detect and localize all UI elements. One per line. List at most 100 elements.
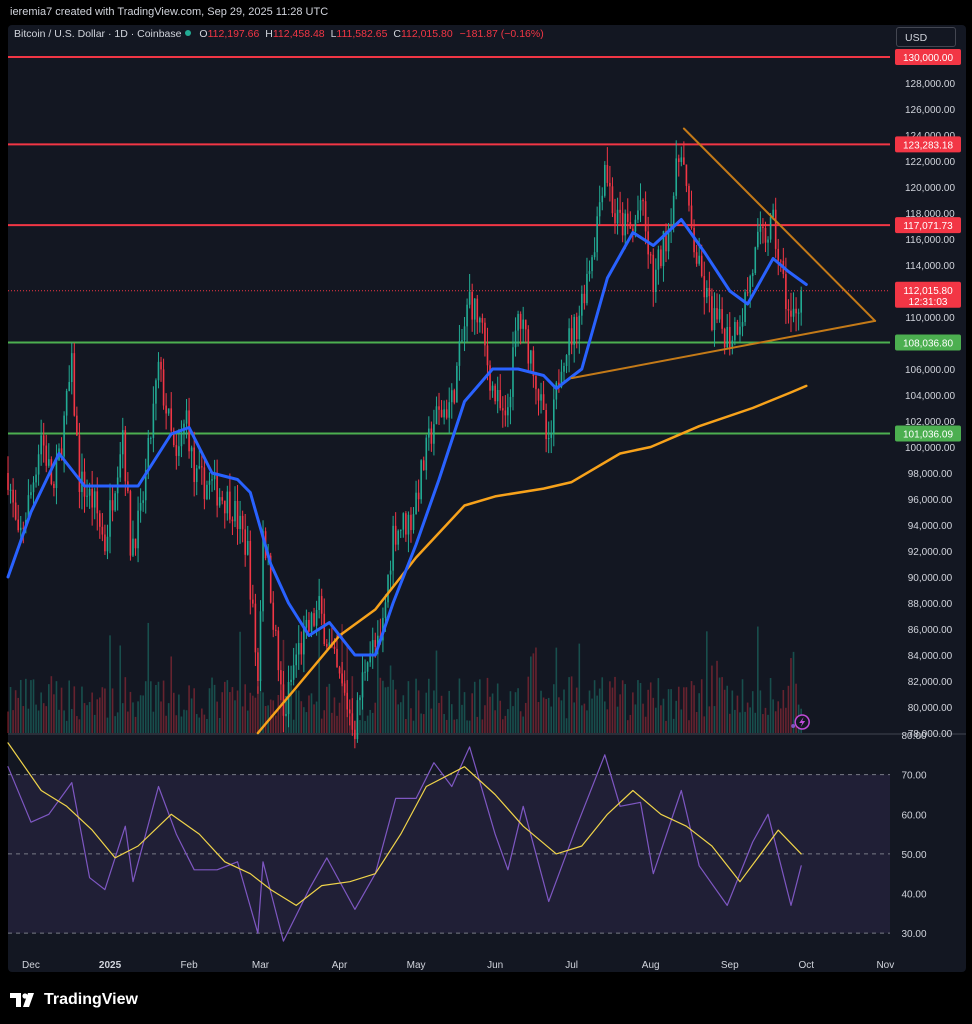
lightning-glyph [799, 717, 806, 727]
volume-bar [417, 690, 420, 733]
volume-bar [297, 690, 300, 733]
volume-bar [405, 718, 407, 733]
chart-canvas[interactable]: 130,000.00128,000.00126,000.00124,000.00… [0, 0, 972, 990]
volume-bar [175, 715, 178, 733]
volume-bar [369, 709, 371, 733]
candle-body [517, 313, 519, 331]
candle-body [769, 216, 772, 240]
candle-body [338, 667, 341, 674]
volume-bar [530, 656, 532, 733]
candle-body [677, 158, 680, 163]
candle-body [629, 222, 632, 229]
volume-bar [7, 711, 9, 733]
candle-body [91, 488, 93, 508]
candle-body [341, 673, 343, 684]
candle-body [751, 273, 754, 277]
tradingview-logo[interactable]: TradingView [10, 990, 138, 1010]
candle-body [392, 525, 394, 571]
triangle-lower-line [570, 319, 877, 380]
volume-bar [675, 700, 678, 733]
volume-bar [769, 678, 772, 733]
volume-bar [621, 680, 624, 733]
volume-bar [25, 678, 27, 733]
volume-bar [468, 720, 471, 733]
candle-body [718, 309, 721, 320]
candle-body [440, 409, 443, 418]
volume-bar [555, 647, 558, 733]
candle-body [252, 599, 254, 604]
candle-body [323, 613, 326, 645]
candle-body [430, 428, 433, 444]
volume-bar [37, 710, 40, 733]
volume-bar [119, 645, 122, 733]
volume-bar [252, 695, 254, 733]
volume-bar [514, 692, 517, 733]
candle-body [456, 365, 458, 403]
candle-body [262, 531, 264, 612]
volume-bar [547, 697, 550, 733]
volume-bar [591, 698, 593, 733]
candle-body [244, 529, 246, 555]
volume-bar [226, 680, 229, 733]
rsi-tick-label: 60.00 [901, 810, 926, 821]
candle-body [369, 653, 371, 663]
volume-bar [366, 715, 369, 733]
price-tick-label: 86,000.00 [908, 625, 953, 636]
volume-bar [496, 683, 499, 733]
candle-body [598, 202, 601, 217]
candle-body [621, 212, 624, 236]
volume-bar [183, 709, 185, 733]
volume-bar [466, 720, 468, 733]
volume-bar [479, 679, 481, 733]
candle-body [532, 350, 535, 377]
candle-body [604, 164, 606, 196]
candle-body [662, 231, 665, 267]
volume-bar [22, 706, 25, 733]
market-status-dot [185, 30, 192, 36]
candle-body [522, 319, 524, 329]
ma-fast-line [6, 218, 808, 657]
candle-body [611, 186, 614, 214]
candle-body [55, 460, 58, 489]
volume-bar [744, 711, 746, 733]
volume-bar [127, 711, 129, 733]
candle-body [489, 365, 491, 391]
price-tick-label: 84,000.00 [908, 651, 953, 662]
candle-body [504, 410, 507, 416]
volume-bar [218, 718, 221, 733]
volume-bar [563, 689, 565, 733]
ma-slow-line [256, 384, 808, 735]
candle-body [359, 697, 361, 701]
volume-bar [152, 711, 155, 733]
volume-bar [343, 680, 346, 733]
volume-bar [415, 678, 417, 733]
volume-bar [389, 665, 392, 733]
candle-body [328, 642, 331, 647]
candle-body [165, 405, 167, 414]
candle-body [512, 347, 514, 397]
volume-bar [706, 631, 708, 733]
currency-button[interactable]: USD [896, 27, 956, 47]
candle-body [435, 406, 438, 425]
volume-bar [292, 719, 295, 733]
level-tag-label: 123,283.18 [903, 140, 953, 151]
countdown-label: 12:31:03 [909, 297, 948, 308]
volume-bar [586, 710, 588, 733]
volume-bar [481, 719, 484, 733]
candle-body [552, 399, 555, 433]
triangle-upper-line [682, 127, 877, 322]
candle-body [690, 205, 693, 228]
candle-body [226, 491, 229, 514]
x-tick-label: Aug [642, 960, 660, 971]
volume-bar [438, 702, 440, 733]
candle-body [542, 394, 545, 410]
candle-body [12, 489, 14, 503]
volume-bar [611, 687, 614, 733]
candle-body [466, 304, 468, 327]
price-tick-label: 116,000.00 [905, 235, 955, 246]
volume-bar [652, 697, 655, 733]
candle-body [581, 293, 583, 316]
candle-body [698, 255, 700, 264]
rsi-tick-label: 30.00 [901, 929, 926, 940]
candle-body [744, 292, 746, 323]
